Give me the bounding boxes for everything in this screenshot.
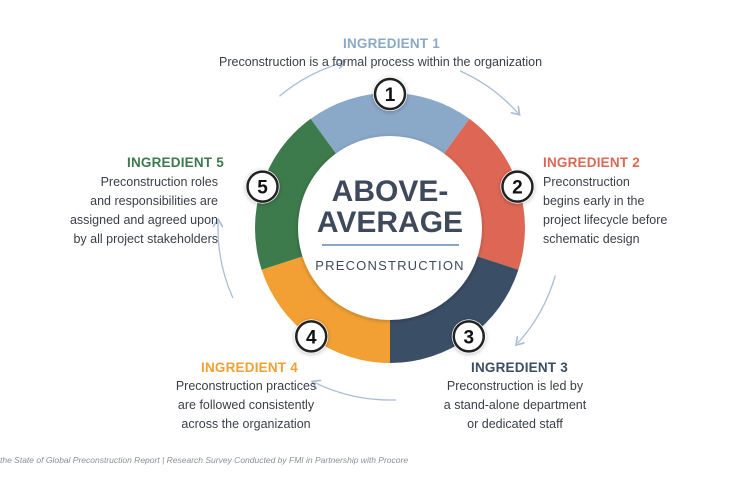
badge-number: 2 — [512, 178, 523, 199]
ingredient-2-desc-line: schematic design — [543, 232, 640, 246]
ingredient-2-desc-line: project lifecycle before — [543, 213, 668, 227]
ingredient-3-badge: 3 — [451, 319, 486, 354]
ingredient-3-desc-line: a stand-alone department — [443, 398, 587, 412]
badge-ring — [501, 170, 534, 203]
ingredient-3-desc-line: Preconstruction is led by — [446, 379, 584, 393]
ingredient-1-title: INGREDIENT 1 — [343, 36, 440, 51]
ingredient-2-desc-line: Preconstruction — [543, 175, 630, 189]
center-divider — [322, 244, 459, 246]
badge-number: 5 — [257, 178, 268, 199]
ingredient-4-desc: Preconstruction practices are followed c… — [166, 377, 326, 434]
ring-segment-5 — [255, 118, 343, 270]
ingredient-2-desc-line: begins early in the — [543, 194, 645, 208]
ingredient-3-desc-line: or dedicated staff — [467, 417, 563, 431]
badge-number: 4 — [306, 327, 317, 348]
center-circle — [298, 136, 482, 320]
cycle-arrow-icon — [218, 222, 234, 299]
ingredient-5-badge: 5 — [245, 169, 280, 204]
badge-ring — [373, 77, 407, 111]
ingredient-1-desc-line: Preconstruction is a formal process with… — [219, 55, 543, 69]
ingredient-4-title: INGREDIENT 4 — [201, 360, 298, 375]
ingredient-3-title: INGREDIENT 3 — [471, 360, 568, 375]
ingredient-2-badge: 2 — [500, 169, 535, 204]
badge-number: 1 — [385, 85, 396, 106]
badge-ring — [294, 320, 328, 353]
ring-segment-2 — [437, 118, 525, 270]
ingredient-5-desc: Preconstruction roles and responsibiliti… — [68, 173, 218, 249]
badge-ring — [452, 320, 486, 353]
ingredient-2-title: INGREDIENT 2 — [543, 155, 640, 170]
ingredient-1-badge: 1 — [373, 77, 407, 111]
ingredient-4-desc-line: across the organization — [181, 417, 311, 431]
ingredient-1-desc: Preconstruction is a formal process with… — [219, 53, 542, 72]
badge-ring — [246, 170, 279, 203]
ingredient-5-desc-line: assigned and agreed upon — [69, 213, 218, 227]
cycle-arrow-icon — [279, 63, 342, 97]
badge-number: 3 — [463, 327, 474, 348]
ingredient-2-desc: Preconstruction begins early in the proj… — [543, 173, 667, 249]
ring-segment-3 — [390, 252, 519, 363]
ingredient-4-desc-line: Preconstruction practices — [175, 379, 317, 393]
ingredient-5-desc-line: by all project stakeholders — [73, 232, 218, 246]
cycle-arrow-icon — [315, 383, 397, 401]
center-title-line1: ABOVE- — [331, 175, 449, 208]
cycle-arrow-icon — [459, 70, 518, 113]
ring-segment-4 — [261, 252, 390, 363]
ingredient-5-title: INGREDIENT 5 — [127, 155, 224, 170]
ingredient-4-desc-line: are followed consistently — [177, 398, 315, 412]
ingredient-5-desc-line: and responsibilities are — [90, 194, 218, 208]
center-title-line2: AVERAGE — [316, 206, 464, 239]
center-subtitle: PRECONSTRUCTION — [315, 258, 465, 273]
ingredient-5-desc-line: Preconstruction roles — [100, 175, 218, 189]
ingredient-4-badge: 4 — [294, 319, 329, 354]
ingredient-3-desc: Preconstruction is led by a stand-alone … — [435, 377, 595, 434]
cycle-arrow-icon — [518, 275, 556, 343]
footer-source: the State of Global Preconstruction Repo… — [0, 455, 409, 465]
center-title: ABOVE- AVERAGE — [300, 176, 480, 238]
